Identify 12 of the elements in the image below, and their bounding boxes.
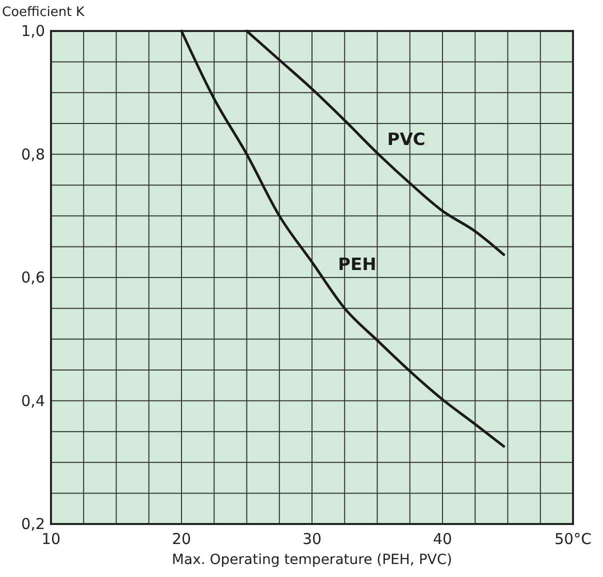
x-axis-title: Max. Operating temperature (PEH, PVC) bbox=[172, 552, 452, 568]
y-axis-title: Coefficient K bbox=[2, 5, 85, 20]
y-tick-label: 0,2 bbox=[21, 515, 45, 533]
x-tick-label: 40 bbox=[432, 530, 452, 548]
y-tick-label: 1,0 bbox=[21, 22, 45, 40]
y-tick-label: 0,4 bbox=[21, 392, 45, 410]
y-tick-label: 0,6 bbox=[21, 268, 45, 286]
x-tick-label: 20 bbox=[172, 530, 192, 548]
y-tick-label: 0,8 bbox=[21, 145, 45, 164]
x-tick-label: 10 bbox=[41, 530, 61, 548]
x-tick-label: 50°C bbox=[554, 530, 592, 548]
x-tick-label: 30 bbox=[302, 530, 322, 548]
